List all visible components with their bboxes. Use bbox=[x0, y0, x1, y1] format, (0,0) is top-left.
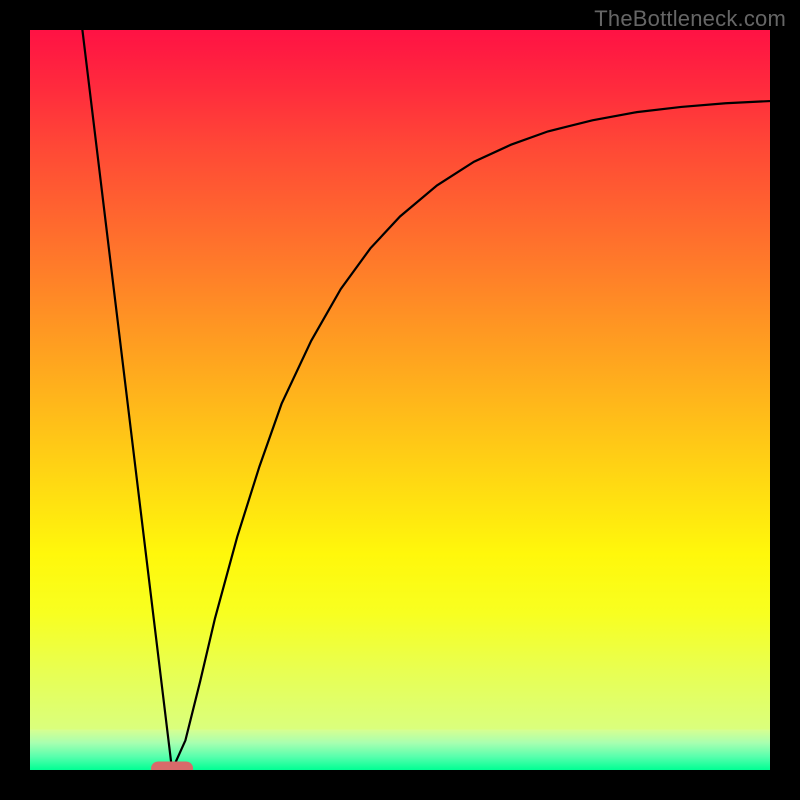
chart-background-gradient bbox=[30, 30, 770, 770]
bottleneck-chart bbox=[0, 0, 800, 800]
watermark-text: TheBottleneck.com bbox=[594, 6, 786, 32]
